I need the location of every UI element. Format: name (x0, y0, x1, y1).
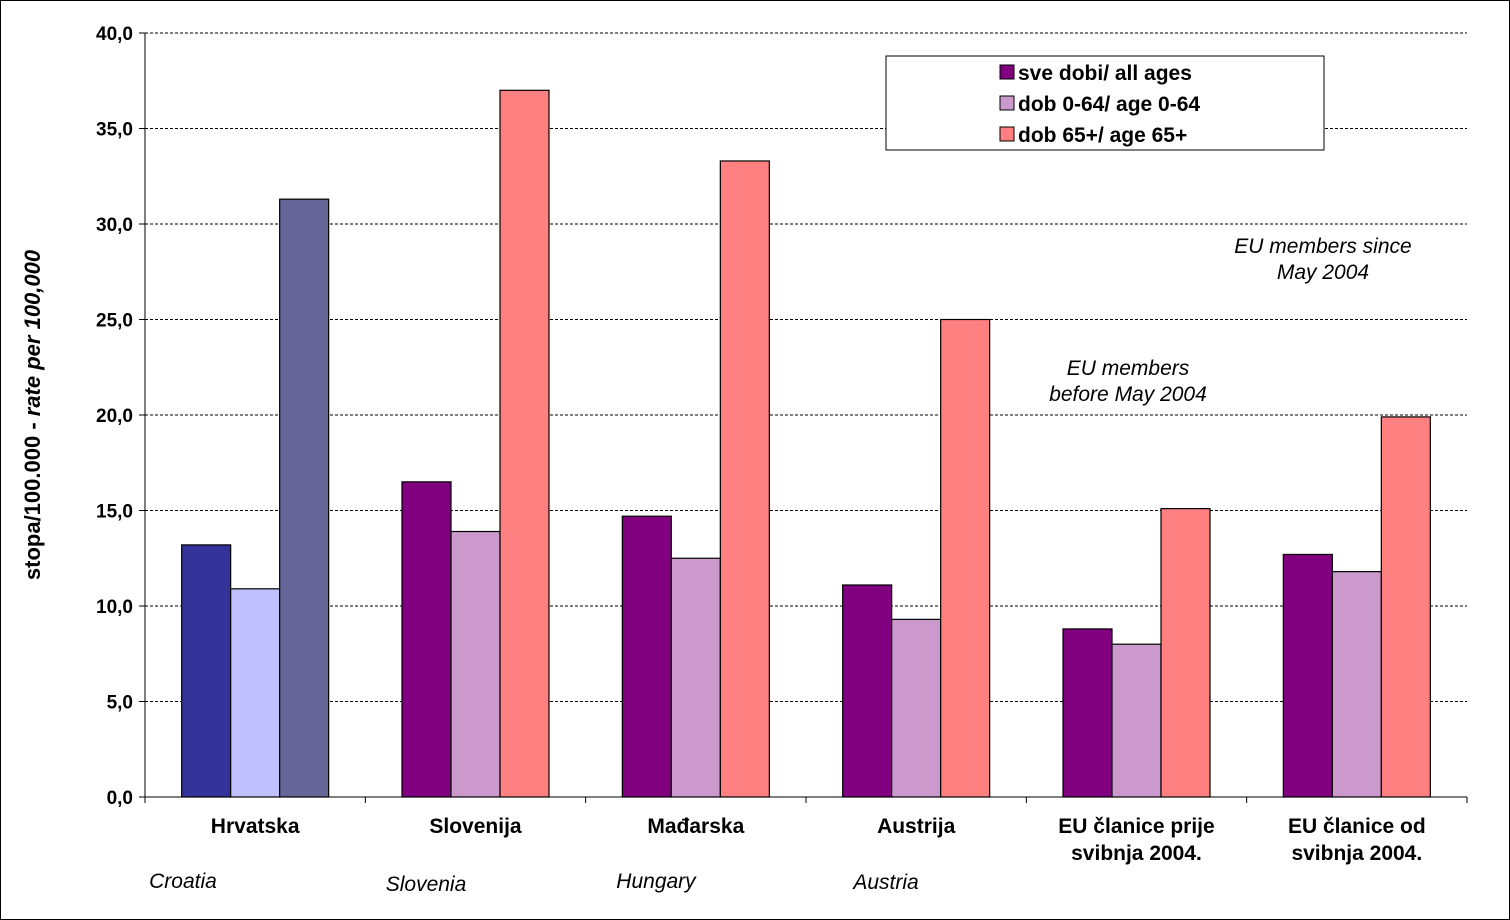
y-tick-label: 35,0 (96, 120, 133, 141)
x-tick-label: Hrvatska (211, 815, 300, 838)
x-tick-label: Mađarska (647, 815, 744, 838)
bar (1282, 553, 1333, 798)
legend-label: sve dobi/ all ages (1018, 62, 1192, 85)
y-axis-label: stopa/100.000 - rate per 100,000 (20, 249, 45, 580)
y-axis-title-italic: rate per 100,000 (20, 249, 45, 416)
category-labels: Hrvatska Croatia Slovenija Slovenia Mađarska… (149, 815, 1426, 896)
y-tick-labels: 0,0 5,0 10,0 15,0 20,0 25,0 30,0 35,0 40,0 (96, 24, 133, 809)
x-tick-label: Slovenija (429, 815, 522, 838)
y-tick-label: 0,0 (107, 788, 133, 809)
legend: sve dobi/ all ages dob 0-64/ age 0-64 dob … (885, 55, 1325, 151)
annotation-text: EU members since (1234, 235, 1411, 258)
x-tick-label: svibnja 2004. (1291, 842, 1422, 865)
y-axis-title: stopa/100.000 - rate per 100,000 (20, 249, 45, 580)
bar (719, 160, 770, 798)
bar (401, 481, 452, 798)
x-tick-label: svibnja 2004. (1071, 842, 1202, 865)
y-tick-label: 40,0 (96, 24, 133, 45)
axes (139, 32, 1468, 803)
y-tick-label: 25,0 (96, 311, 133, 332)
bar (279, 198, 330, 798)
legend-label: dob 65+/ age 65+ (1018, 124, 1187, 147)
bar (181, 544, 232, 798)
category-english-label: Austria (851, 871, 918, 894)
bar (499, 89, 550, 798)
legend-swatch (999, 126, 1015, 142)
y-tick-label: 30,0 (96, 215, 133, 236)
bar (1160, 507, 1211, 798)
bar (1331, 571, 1382, 798)
legend-box (885, 55, 1325, 151)
bar (1380, 416, 1431, 798)
category-english-label: Croatia (149, 870, 217, 893)
bar (891, 618, 942, 798)
y-tick-label: 5,0 (107, 693, 133, 714)
category-english-label: Slovenia (386, 873, 467, 896)
annotation-text: EU members (1067, 357, 1190, 380)
annotations: EU members since May 2004 EU members before… (1049, 235, 1412, 406)
y-tick-label: 20,0 (96, 406, 133, 427)
bars (181, 89, 1431, 798)
bar (621, 515, 672, 798)
bar (670, 557, 721, 798)
y-tick-label: 15,0 (96, 502, 133, 523)
legend-label: dob 0-64/ age 0-64 (1018, 93, 1200, 116)
bar (1062, 628, 1113, 798)
annotation-text: before May 2004 (1049, 383, 1207, 406)
x-tick-label: EU članice prije (1058, 815, 1214, 838)
bar (940, 318, 991, 798)
bar (842, 584, 893, 798)
bar (230, 588, 281, 798)
legend-swatch (999, 64, 1015, 80)
y-tick-label: 10,0 (96, 597, 133, 618)
y-axis-title-plain: stopa/100.000 - (20, 416, 45, 580)
x-tick-label: Austrija (877, 815, 956, 838)
x-tick-label: EU članice od (1288, 815, 1426, 838)
legend-swatch (999, 95, 1015, 111)
category-english-label: Hungary (616, 870, 697, 893)
bar (450, 530, 501, 798)
annotation-text: May 2004 (1277, 261, 1369, 284)
bar (1111, 643, 1162, 798)
